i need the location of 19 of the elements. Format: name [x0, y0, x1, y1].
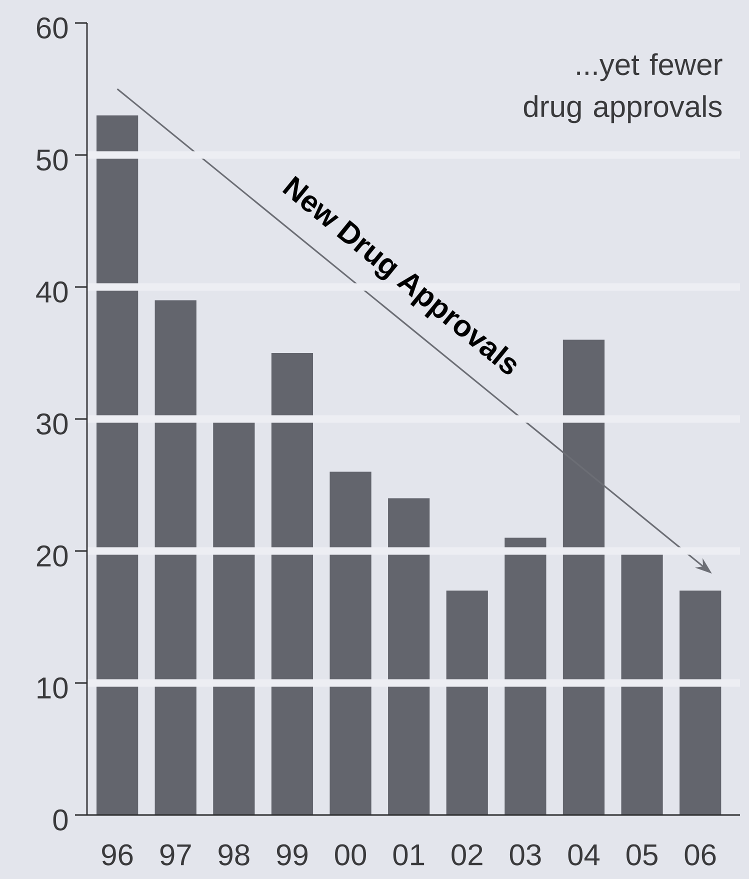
y-tick-label: 10 — [38, 677, 68, 699]
x-tick-label: 06 — [684, 844, 716, 866]
y-tick-label: 40 — [36, 281, 68, 303]
x-tick-label: 04 — [568, 844, 600, 866]
x-tick-label: 03 — [510, 844, 541, 866]
x-tick-label: 02 — [452, 844, 482, 866]
annotation: ...yet fewer drug approvals — [524, 53, 722, 124]
x-tick-label: 96 — [102, 844, 133, 866]
x-tick-label: 99 — [276, 844, 308, 866]
y-tick-label: 0 — [53, 809, 68, 831]
x-tick-label: 01 — [393, 844, 424, 866]
x-tick-label: 05 — [626, 844, 658, 866]
x-tick-label: 00 — [335, 844, 366, 866]
y-tick-label: 50 — [36, 149, 68, 171]
x-tick-label: 98 — [218, 844, 250, 866]
y-tick-label: 30 — [36, 413, 68, 435]
x-tick-label: 97 — [160, 844, 191, 866]
y-tick-label: 60 — [36, 17, 68, 39]
y-tick-label: 20 — [36, 545, 68, 567]
